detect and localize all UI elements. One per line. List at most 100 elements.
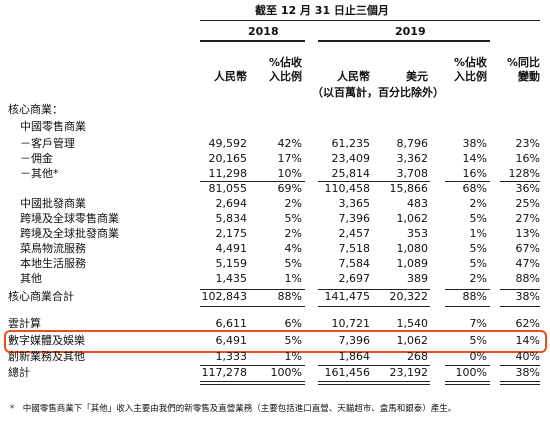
cell: 14%: [462, 152, 487, 165]
cell: 23,409: [331, 152, 371, 165]
cell: 5%: [469, 257, 487, 270]
column-header: 人民幣: [337, 70, 370, 83]
row-label: －客戶管理: [20, 137, 75, 150]
row-label: －佣金: [20, 152, 53, 165]
cell: 47%: [515, 257, 540, 270]
row-label: 其他: [20, 272, 42, 285]
cell: 36%: [515, 182, 540, 195]
row-label: 中國批發商業: [20, 197, 86, 210]
cell: 3,365: [338, 197, 371, 210]
cell: 49,592: [208, 137, 248, 150]
row-label: 核心商業合計: [8, 290, 74, 303]
cell: 10,721: [331, 317, 371, 330]
column-header: %佔收入比例: [453, 56, 487, 83]
column-header: 美元: [406, 70, 428, 83]
row-label: 跨境及全球批發商業: [20, 227, 119, 240]
cell: 38%: [462, 137, 487, 150]
cell: 2,697: [338, 272, 371, 285]
rule: [500, 384, 540, 385]
column-header: %佔收入比例: [268, 56, 302, 83]
rule: [200, 365, 305, 366]
cell: 15,866: [389, 182, 429, 195]
cell: 6,491: [215, 334, 248, 347]
cell: 389: [407, 272, 428, 285]
row-label: 數字媒體及娛樂: [8, 334, 85, 347]
cell: 7,518: [338, 242, 371, 255]
cell: 1,080: [396, 242, 429, 255]
cell: 2%: [469, 272, 487, 285]
cell: 1,333: [215, 350, 248, 363]
cell: 353: [407, 227, 428, 240]
row-label: －其他*: [20, 167, 59, 180]
row-label: 總計: [8, 366, 30, 379]
cell: 1,435: [215, 272, 248, 285]
cell: 23,192: [389, 366, 429, 379]
rule: [318, 306, 430, 307]
cell: 2%: [469, 197, 487, 210]
cell: 7,584: [338, 257, 371, 270]
cell: 5%: [469, 212, 487, 225]
cell: 2%: [284, 227, 302, 240]
cell: 3,708: [396, 167, 429, 180]
rule: [445, 384, 490, 385]
cell: 2,457: [338, 227, 371, 240]
rule: [445, 306, 490, 307]
cell: 5%: [284, 334, 302, 347]
rule: [500, 289, 540, 290]
highlight: [4, 330, 547, 353]
cell: 16%: [515, 152, 540, 165]
cell: 38%: [515, 366, 540, 379]
cell: 16%: [462, 167, 487, 180]
rule: [200, 289, 305, 290]
rule: [318, 40, 490, 42]
year: 2019: [395, 25, 426, 38]
table-title: 截至 12 月 31 日止三個月: [255, 4, 389, 17]
rule: [200, 381, 305, 382]
cell: 0%: [469, 350, 487, 363]
row-label: 核心商業：: [8, 103, 63, 116]
cell: 62%: [515, 317, 540, 330]
cell: 20,165: [208, 152, 248, 165]
cell: 88%: [277, 290, 302, 303]
rule: [318, 289, 430, 290]
cell: 7,396: [338, 212, 371, 225]
cell: 128%: [508, 167, 540, 180]
cell: 1,062: [396, 334, 429, 347]
cell: 1,089: [396, 257, 429, 270]
cell: 69%: [277, 182, 302, 195]
cell: 100%: [455, 366, 487, 379]
cell: 20,322: [389, 290, 429, 303]
cell: 3,362: [396, 152, 429, 165]
cell: 6%: [284, 317, 302, 330]
rule: [500, 365, 540, 366]
cell: 88%: [462, 290, 487, 303]
cell: 25%: [515, 197, 540, 210]
column-header: 人民幣: [214, 70, 247, 83]
rule: [318, 381, 430, 382]
footnote: * 中國零售商業下「其他」收入主要由我們的新零售及直營業務（主要包括進口直營、天…: [10, 404, 457, 414]
rule: [318, 181, 430, 182]
rule: [200, 306, 305, 307]
cell: 11,298: [208, 167, 248, 180]
cell: 81,055: [208, 182, 248, 195]
cell: 102,843: [201, 290, 248, 303]
rule: [500, 181, 540, 182]
rule: [445, 365, 490, 366]
cell: 141,475: [324, 290, 371, 303]
cell: 13%: [515, 227, 540, 240]
cell: 10%: [277, 167, 302, 180]
row-label: 菜鳥物流服務: [20, 242, 86, 255]
cell: 88%: [515, 272, 540, 285]
cell: 61,235: [331, 137, 371, 150]
rule: [445, 181, 490, 182]
row-label: 中國零售商業: [20, 120, 86, 133]
row-label: 雲計算: [8, 317, 41, 330]
cell: 17%: [277, 152, 302, 165]
rule: [500, 381, 540, 382]
rule: [445, 381, 490, 382]
cell: 5%: [469, 334, 487, 347]
cell: 1%: [284, 272, 302, 285]
column-header: %同比變動: [506, 56, 540, 83]
cell: 7%: [469, 317, 487, 330]
cell: 100%: [270, 366, 302, 379]
